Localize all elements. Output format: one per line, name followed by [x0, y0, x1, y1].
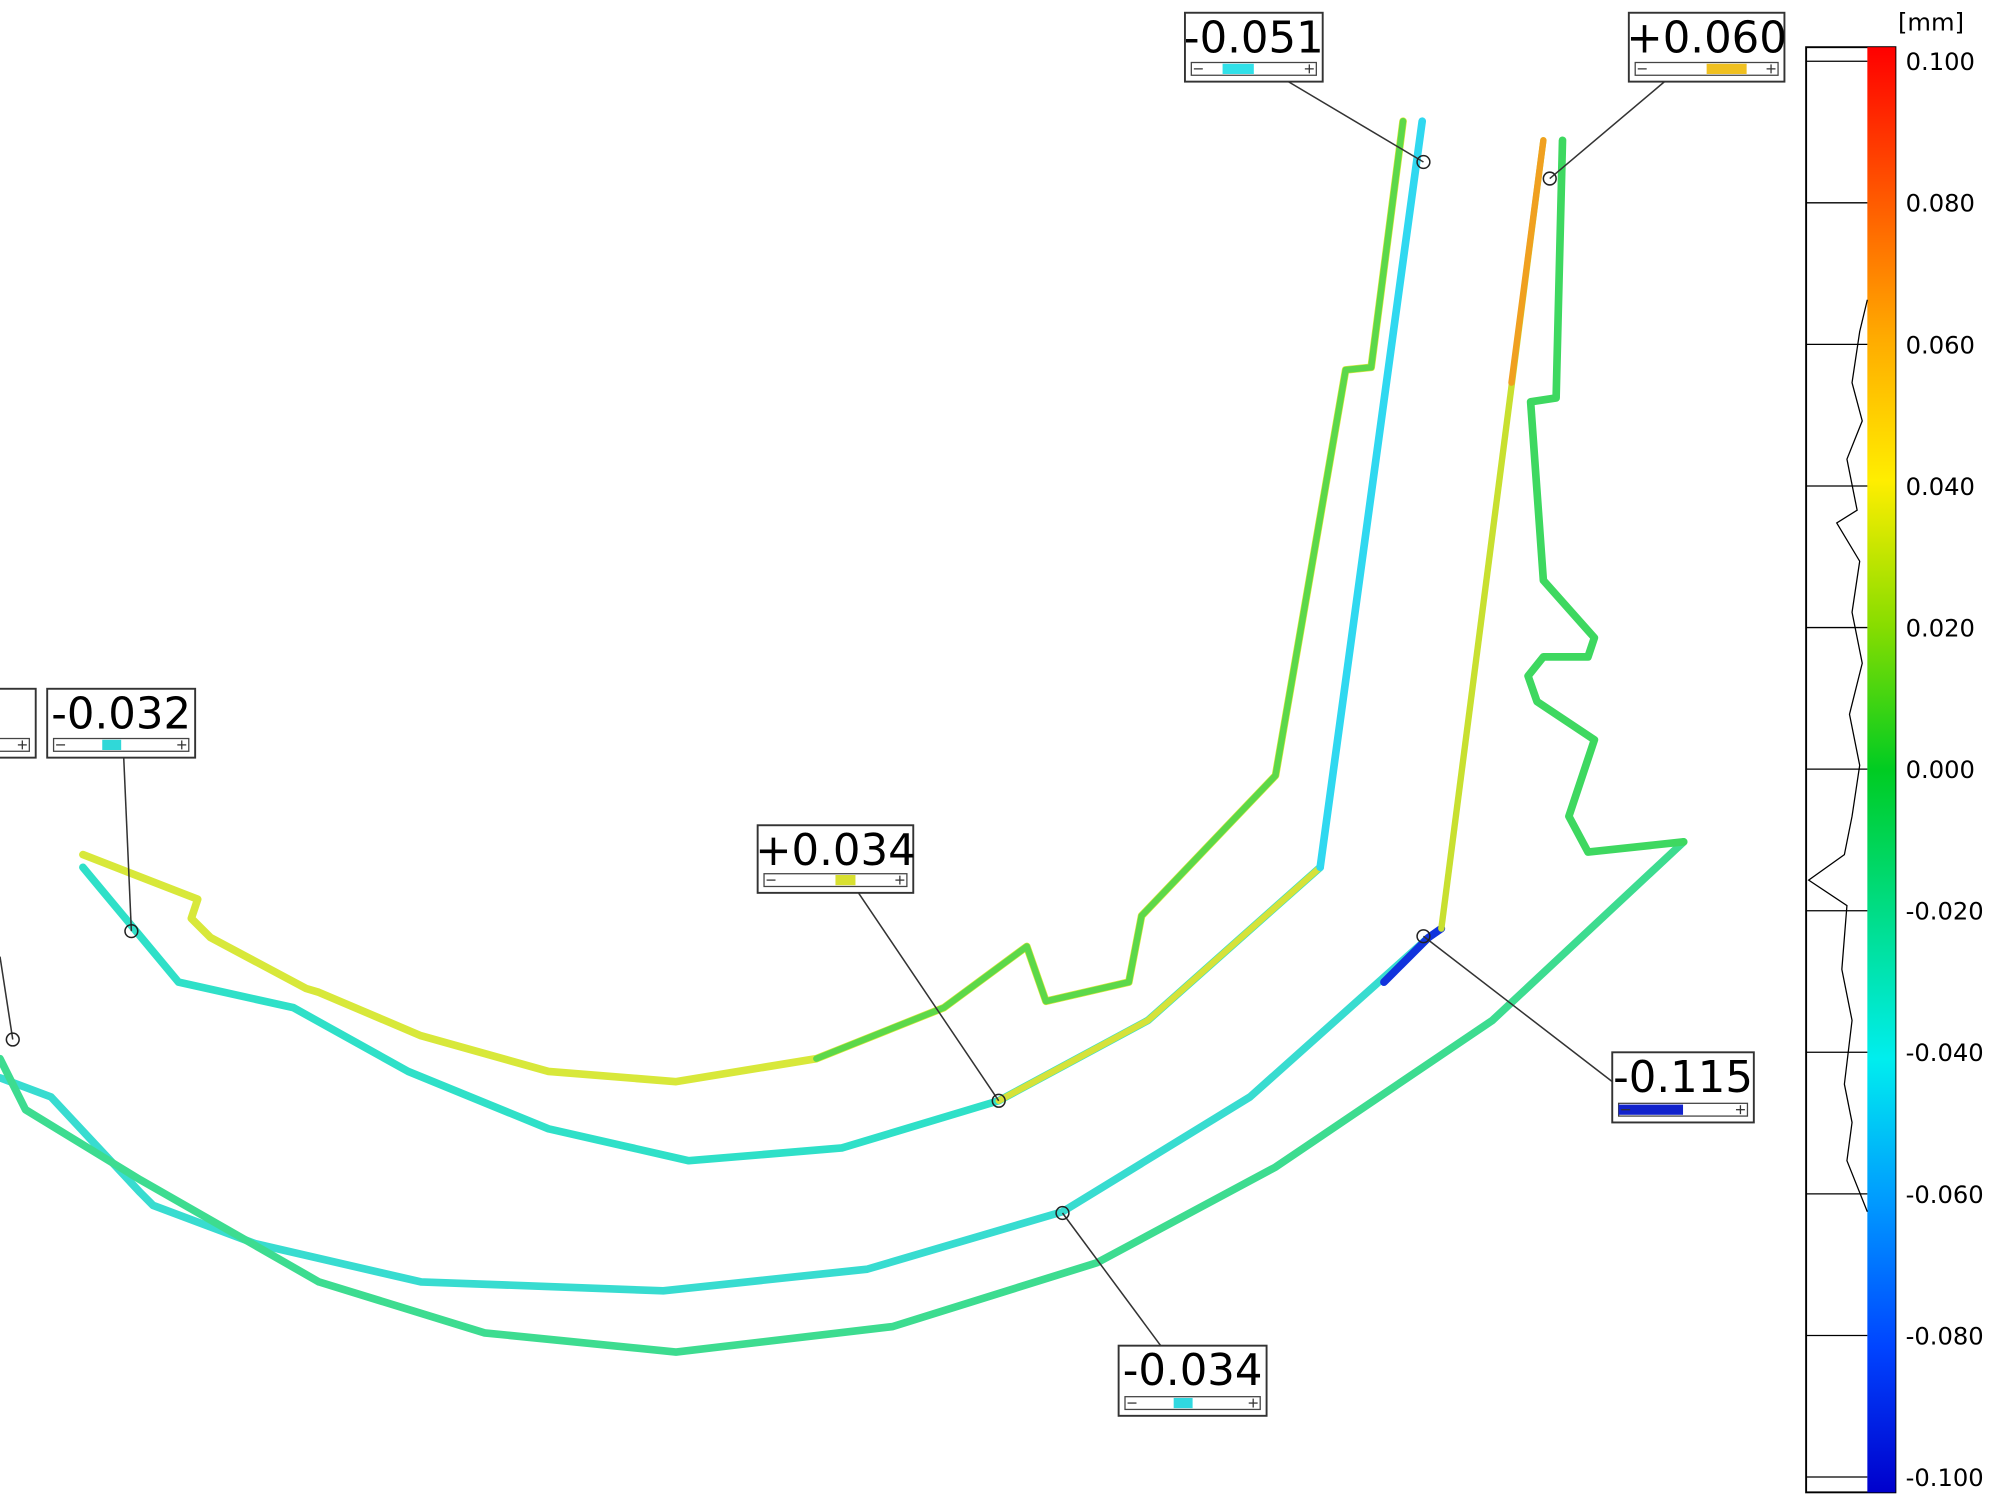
section-edge: [1316, 117, 1427, 872]
probe-point: [1055, 1205, 1070, 1221]
mini-bar-fill: [102, 739, 122, 750]
section-edge: [995, 864, 1324, 1104]
deviation-label: +0.034: [755, 826, 915, 876]
scale-tick-label: -0.100: [1906, 1464, 1984, 1492]
deviation-label: +0.060: [1626, 13, 1786, 63]
leader-line: [1549, 81, 1666, 180]
mini-bar-fill: [1618, 1104, 1684, 1115]
deviation-label: -0.051: [1184, 13, 1324, 63]
annotations: -0.051+0.06022-0.032+0.034-0.115-0.034: [0, 11, 1787, 1417]
section-edge: [1524, 136, 1688, 856]
deviation-label: -0.032: [51, 689, 191, 739]
mini-bar-fill: [1706, 63, 1747, 74]
scale-tick-label: 0.080: [1906, 190, 1975, 218]
mini-bar-fill: [1173, 1397, 1193, 1409]
leader-line: [1423, 935, 1613, 1083]
section-edge: [0, 838, 1688, 1356]
section-edge: [813, 117, 1407, 1062]
section-edge: [1380, 924, 1446, 986]
mini-bar-fill: [835, 875, 856, 886]
section-edge: [79, 117, 1407, 1086]
probe-point: [1416, 154, 1431, 170]
probe-point: [991, 1093, 1006, 1108]
scale-tick-label: -0.080: [1906, 1322, 1984, 1350]
scale-tick-label: 0.000: [1906, 756, 1975, 784]
scale-bar: [1867, 47, 1896, 1493]
scale-tick-label: -0.020: [1906, 898, 1984, 926]
leader-line: [122, 757, 133, 932]
leader-line: [1287, 80, 1424, 163]
leader-line: [857, 892, 1000, 1102]
leader-line: [1061, 1212, 1162, 1347]
leader-line: [0, 956, 14, 1040]
scale-unit: [mm]: [1898, 9, 1964, 37]
scale-tick-label: -0.040: [1906, 1039, 1984, 1067]
mini-bar-fill: [1222, 63, 1254, 74]
part-sections: [0, 117, 1688, 1356]
scale-tick-label: -0.060: [1906, 1181, 1984, 1209]
scale-tick-label: 0.020: [1906, 614, 1975, 642]
scale-tick-label: 0.040: [1906, 473, 1975, 501]
section-edge: [1508, 137, 1547, 386]
probe-point: [5, 1032, 20, 1047]
scale-tick-label: 0.060: [1906, 331, 1975, 359]
deviation-label: -0.115: [1613, 1053, 1753, 1103]
probe-point: [124, 923, 139, 939]
section-edge: [79, 863, 1324, 1165]
probe-point: [1416, 929, 1431, 944]
probe-point: [1542, 171, 1557, 186]
color-scale: [mm] 0.100 0.080 0.060 0.040 0.020 0.000 -0.02…: [1805, 9, 1984, 1494]
deviation-label: -0.034: [1123, 1346, 1263, 1396]
scale-tick-label: 0.100: [1906, 48, 1975, 76]
mini-bar: [52, 737, 190, 752]
